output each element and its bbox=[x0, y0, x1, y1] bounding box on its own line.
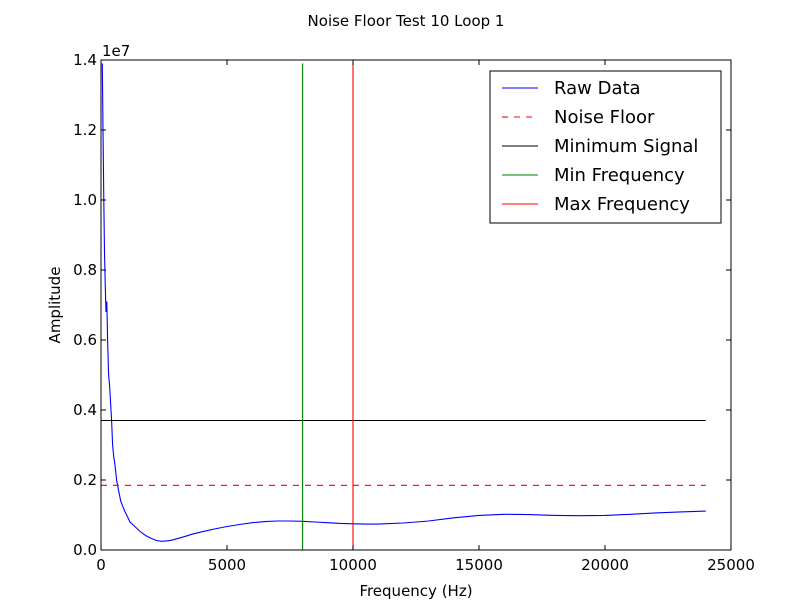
legend-label-min-frequency: Min Frequency bbox=[554, 165, 685, 186]
y-tick-label: 0.4 bbox=[73, 401, 97, 419]
x-tick-label: 25000 bbox=[707, 556, 755, 574]
y-tick-label: 0.8 bbox=[73, 261, 97, 279]
x-tick-label: 0 bbox=[96, 556, 106, 574]
plot-frame bbox=[100, 59, 732, 551]
legend-label-noise-floor: Noise Floor bbox=[554, 107, 655, 128]
plot-series bbox=[101, 63, 706, 550]
axis-ticks bbox=[100, 59, 732, 551]
legend-label-max-frequency: Max Frequency bbox=[554, 194, 690, 215]
y-tick-label: 1.0 bbox=[73, 191, 97, 209]
x-tick-label: 15000 bbox=[455, 556, 503, 574]
x-tick-label: 5000 bbox=[208, 556, 246, 574]
y-axis-label: Amplitude bbox=[46, 267, 64, 344]
series-line-raw-data bbox=[101, 63, 706, 542]
y-tick-label: 0.2 bbox=[73, 471, 97, 489]
y-tick-label: 0.6 bbox=[73, 331, 97, 349]
x-tick-labels: 0 5000 10000 15000 20000 25000 bbox=[96, 556, 755, 574]
legend-label-raw-data: Raw Data bbox=[554, 78, 641, 99]
x-axis-label: Frequency (Hz) bbox=[359, 582, 472, 600]
y-tick-labels: 0.0 0.2 0.4 0.6 0.8 1.0 1.2 1.4 bbox=[73, 51, 97, 559]
y-tick-label: 0.0 bbox=[73, 541, 97, 559]
y-tick-label: 1.2 bbox=[73, 121, 97, 139]
x-tick-label: 10000 bbox=[329, 556, 377, 574]
y-tick-label: 1.4 bbox=[73, 51, 97, 69]
chart-title: Noise Floor Test 10 Loop 1 bbox=[308, 12, 505, 30]
legend-label-minimum-signal: Minimum Signal bbox=[554, 136, 698, 157]
legend: Raw Data Noise Floor Minimum Signal Min Fre… bbox=[489, 70, 722, 224]
legend-box bbox=[489, 70, 722, 224]
x-tick-label: 20000 bbox=[581, 556, 629, 574]
y-offset-label: 1e7 bbox=[102, 42, 130, 60]
